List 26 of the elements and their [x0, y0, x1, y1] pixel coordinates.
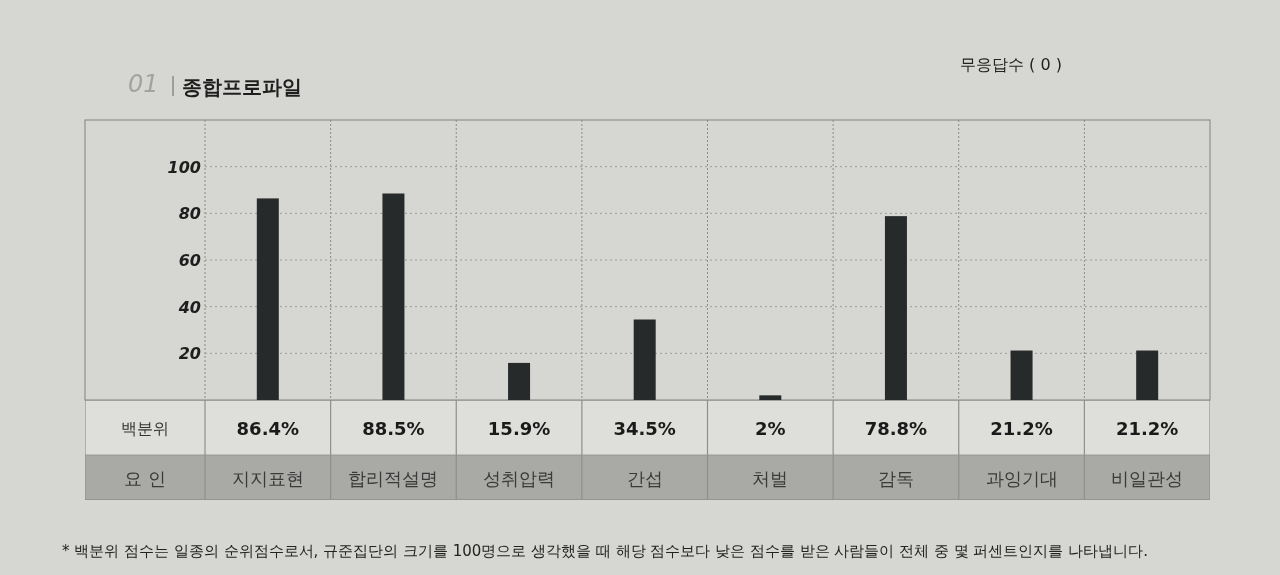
- y-tick-label: 100: [167, 157, 201, 177]
- x-tick-label: 감독: [877, 468, 914, 489]
- y-axis-title: 백분위: [121, 419, 169, 438]
- x-tick-label: 지지표현: [231, 468, 304, 489]
- y-tick-label: 20: [178, 344, 201, 364]
- text: * 백분위 점수는 일종의 순위점수로서, 규준집단의 크기를 100명으로 생각했을 때 해당 점수보다 낮은 점수를 받은 사람들이 전체 중 몇 퍼센트인지를 나타냅니다.: [62, 542, 1149, 560]
- data-label: 21.2%: [1115, 418, 1179, 439]
- x-tick-label: 성취압력: [483, 468, 556, 489]
- x-axis-title: 요 인: [124, 468, 166, 489]
- x-tick-label: 과잉기대: [985, 468, 1058, 489]
- data-label: 21.2%: [990, 418, 1053, 439]
- text: 무응답수 ( 0 ): [960, 55, 1062, 74]
- x-tick-label: 비일관성: [1111, 468, 1184, 489]
- data-label: 86.4%: [236, 418, 300, 439]
- y-tick-label: 60: [178, 251, 201, 270]
- y-tick-label: 80: [178, 204, 201, 224]
- data-label: 15.9%: [487, 418, 551, 439]
- x-tick-label: 합리적설명: [348, 468, 439, 489]
- data-label: 34.5%: [613, 418, 676, 439]
- chart-title: 종합프로파일: [182, 75, 302, 99]
- x-tick-label: 처벌: [752, 468, 789, 489]
- data-label: 78.8%: [864, 418, 928, 439]
- data-label: 2%: [755, 418, 786, 439]
- data-label: 88.5%: [362, 418, 425, 439]
- y-tick-label: 40: [177, 297, 201, 317]
- x-tick-label: 간섭: [626, 468, 663, 489]
